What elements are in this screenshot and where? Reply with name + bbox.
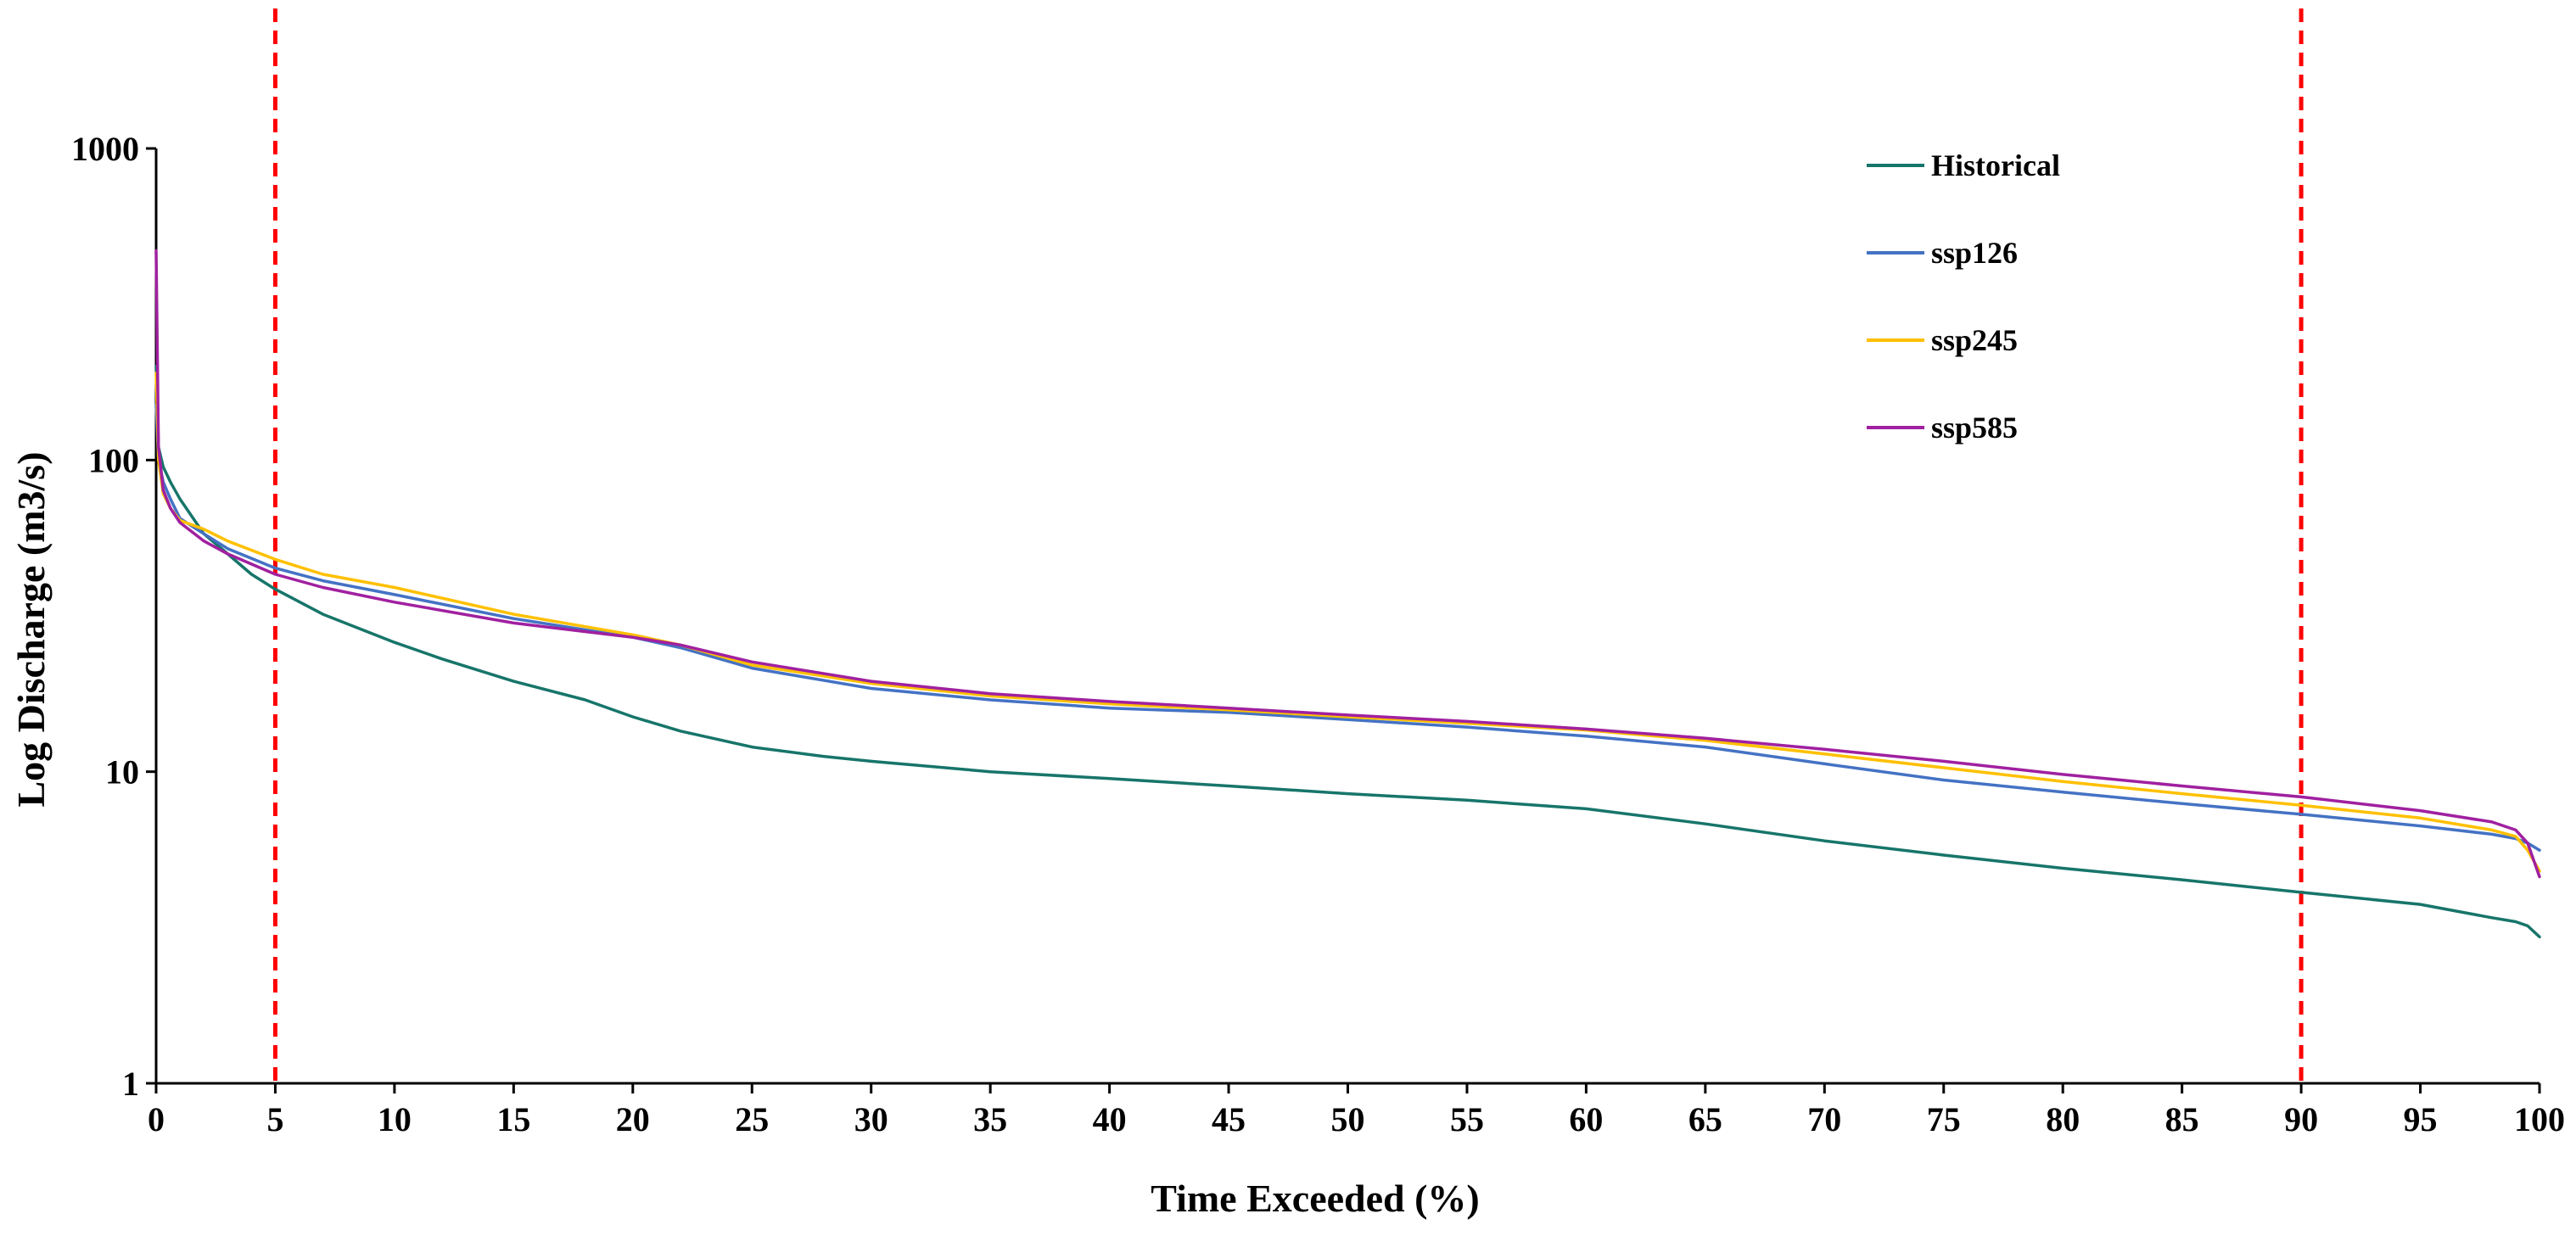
- series-line-ssp245: [154, 372, 2541, 873]
- y-axis-title: Log Discharge (m3/s): [9, 451, 53, 807]
- series-line-ssp585: [154, 249, 2541, 879]
- x-tick-label: 0: [148, 1100, 165, 1138]
- y-tick-label: 1000: [71, 130, 139, 168]
- legend-label-ssp585: ssp585: [1931, 411, 2018, 445]
- y-tick-label: 100: [88, 441, 139, 479]
- y-tick-label: 10: [105, 753, 139, 791]
- legend: Historical ssp126 ssp245 ssp585: [1867, 148, 2060, 445]
- x-tick-label: 35: [973, 1100, 1007, 1138]
- x-tick-label: 55: [1450, 1100, 1484, 1138]
- x-tick-label: 40: [1093, 1100, 1127, 1138]
- x-tick-label: 70: [1807, 1100, 1841, 1138]
- x-tick-label: 45: [1212, 1100, 1246, 1138]
- x-tick-label: 25: [735, 1100, 769, 1138]
- x-tick-label: 80: [2046, 1100, 2080, 1138]
- x-tick-label: 100: [2514, 1100, 2565, 1138]
- legend-label-historical: Historical: [1931, 148, 2060, 182]
- legend-label-ssp245: ssp245: [1931, 323, 2018, 357]
- x-tick-label: 65: [1688, 1100, 1722, 1138]
- x-tick-label: 95: [2404, 1100, 2438, 1138]
- series-line-historical: [154, 365, 2541, 939]
- x-tick-label: 15: [496, 1100, 530, 1138]
- x-tick-label: 85: [2165, 1100, 2199, 1138]
- y-tick-label: 1: [122, 1065, 139, 1103]
- series-group: [154, 249, 2541, 939]
- x-axis-title: Time Exceeded (%): [1151, 1177, 1480, 1220]
- x-tick-label: 50: [1331, 1100, 1365, 1138]
- axes: 1 10 100 1000 0 5 10 15 20 25 30 35 40 45 50 55 60 65 70 75…: [71, 8, 2565, 1138]
- x-tick-label: 5: [266, 1100, 283, 1138]
- x-tick-label: 60: [1569, 1100, 1603, 1138]
- series-line-ssp126: [154, 403, 2541, 852]
- x-tick-label: 30: [854, 1100, 888, 1138]
- x-tick-label: 10: [378, 1100, 412, 1138]
- x-tick-label: 20: [616, 1100, 650, 1138]
- legend-label-ssp126: ssp126: [1931, 236, 2018, 270]
- x-tick-label: 75: [1927, 1100, 1961, 1138]
- x-tick-label: 90: [2284, 1100, 2318, 1138]
